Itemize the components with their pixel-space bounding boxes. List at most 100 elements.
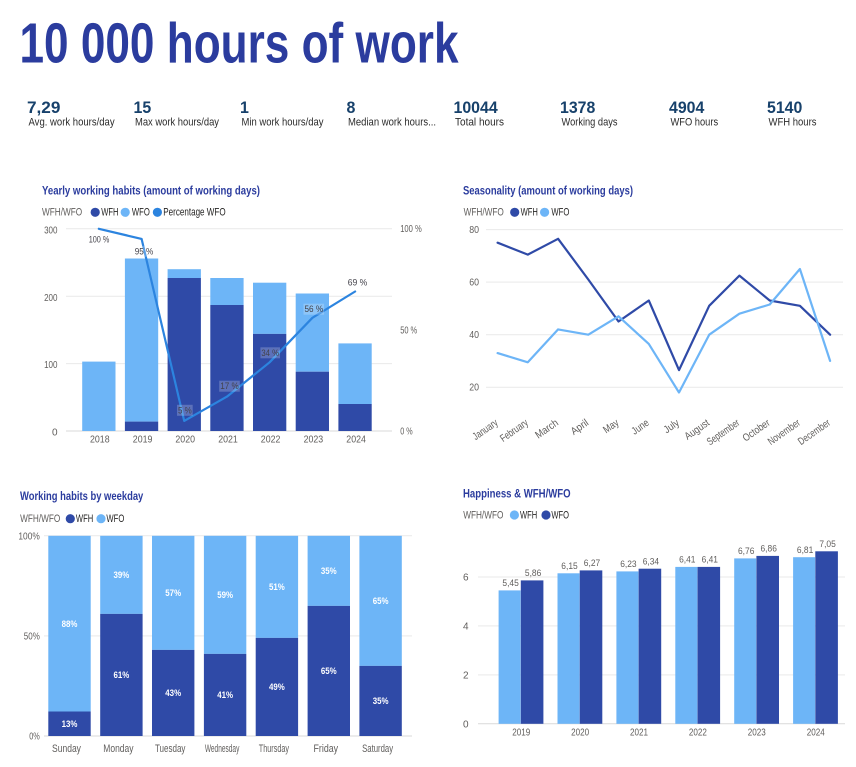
- svg-text:7,05: 7,05: [819, 539, 835, 550]
- svg-text:2019: 2019: [512, 728, 530, 739]
- svg-text:15: 15: [134, 98, 152, 117]
- svg-text:WFO: WFO: [132, 207, 150, 219]
- svg-text:2020: 2020: [175, 435, 195, 446]
- svg-text:17 %: 17 %: [220, 381, 239, 392]
- svg-text:6,86: 6,86: [761, 544, 777, 555]
- svg-text:Max work hours/day: Max work hours/day: [135, 116, 219, 128]
- svg-text:March: March: [533, 417, 561, 442]
- svg-text:100%: 100%: [18, 531, 39, 542]
- svg-text:200: 200: [44, 293, 58, 304]
- svg-text:40: 40: [469, 329, 479, 341]
- svg-text:Min work hours/day: Min work hours/day: [242, 116, 324, 128]
- svg-text:February: February: [498, 417, 531, 445]
- svg-text:WFH: WFH: [76, 513, 93, 525]
- svg-text:WFH/WFO: WFH/WFO: [463, 509, 504, 521]
- svg-text:49%: 49%: [269, 682, 285, 693]
- svg-text:Sunday: Sunday: [52, 743, 81, 755]
- svg-text:6,41: 6,41: [679, 555, 695, 566]
- svg-text:43%: 43%: [165, 688, 181, 699]
- svg-text:95 %: 95 %: [135, 246, 154, 257]
- svg-text:88%: 88%: [62, 619, 78, 630]
- svg-text:41%: 41%: [217, 690, 233, 701]
- svg-text:Happiness & WFH/WFO: Happiness & WFH/WFO: [463, 487, 571, 501]
- svg-text:8: 8: [347, 98, 356, 117]
- svg-text:0: 0: [52, 428, 58, 439]
- svg-text:5,86: 5,86: [525, 568, 541, 579]
- svg-text:61%: 61%: [114, 670, 130, 681]
- svg-text:WFH/WFO: WFH/WFO: [464, 207, 505, 219]
- svg-text:November: November: [766, 417, 803, 448]
- svg-text:2023: 2023: [748, 728, 766, 739]
- svg-text:WFH: WFH: [521, 207, 538, 219]
- svg-text:2018: 2018: [90, 435, 110, 446]
- svg-text:57%: 57%: [165, 588, 181, 599]
- svg-text:7,29: 7,29: [27, 98, 60, 117]
- svg-text:2022: 2022: [261, 435, 281, 446]
- svg-text:50%: 50%: [24, 632, 40, 643]
- svg-text:4: 4: [463, 621, 469, 632]
- svg-text:2023: 2023: [304, 435, 324, 446]
- svg-text:Thursday: Thursday: [259, 743, 290, 755]
- svg-text:Wednesday: Wednesday: [205, 743, 240, 755]
- svg-text:Avg. work hours/day: Avg. work hours/day: [29, 116, 116, 128]
- svg-text:6,23: 6,23: [620, 559, 636, 570]
- svg-text:65%: 65%: [373, 596, 389, 607]
- svg-text:5140: 5140: [767, 98, 802, 117]
- svg-text:2024: 2024: [346, 435, 366, 446]
- svg-text:May: May: [601, 417, 622, 437]
- svg-text:2: 2: [463, 670, 469, 681]
- svg-text:2022: 2022: [689, 728, 707, 739]
- svg-text:April: April: [569, 417, 591, 438]
- svg-text:80: 80: [469, 224, 479, 236]
- svg-text:0: 0: [463, 719, 469, 730]
- svg-text:WFH/WFO: WFH/WFO: [20, 513, 61, 525]
- svg-text:4904: 4904: [669, 98, 705, 117]
- svg-text:10044: 10044: [454, 98, 499, 117]
- svg-text:WFO: WFO: [551, 207, 569, 219]
- svg-text:6,34: 6,34: [643, 557, 659, 568]
- svg-text:100 %: 100 %: [400, 223, 422, 235]
- svg-text:60: 60: [469, 277, 479, 289]
- svg-text:WFO: WFO: [551, 509, 569, 521]
- svg-text:0 %: 0 %: [400, 425, 412, 437]
- svg-text:Total hours: Total hours: [455, 116, 504, 128]
- svg-text:2021: 2021: [218, 435, 238, 446]
- svg-text:WFO hours: WFO hours: [671, 116, 719, 128]
- svg-text:WFH/WFO: WFH/WFO: [42, 207, 83, 219]
- svg-text:July: July: [661, 417, 682, 437]
- svg-text:WFH: WFH: [101, 207, 118, 219]
- svg-text:WFO: WFO: [106, 513, 124, 525]
- svg-text:2019: 2019: [133, 435, 153, 446]
- svg-text:Working habits by weekday: Working habits by weekday: [20, 489, 144, 503]
- svg-text:300: 300: [44, 225, 58, 236]
- svg-text:6,76: 6,76: [738, 546, 754, 557]
- svg-text:1378: 1378: [560, 98, 595, 117]
- svg-text:13%: 13%: [62, 719, 78, 730]
- svg-text:100: 100: [44, 360, 58, 371]
- svg-text:January: January: [471, 417, 501, 443]
- svg-text:Yearly working habits (amount: Yearly working habits (amount of working…: [42, 183, 260, 197]
- svg-text:September: September: [705, 417, 743, 448]
- svg-text:51%: 51%: [269, 582, 285, 593]
- svg-text:35%: 35%: [373, 696, 389, 707]
- svg-text:Tuesday: Tuesday: [155, 743, 186, 755]
- svg-text:Percentage WFO: Percentage WFO: [163, 207, 226, 219]
- svg-text:2021: 2021: [630, 728, 648, 739]
- svg-text:50 %: 50 %: [400, 324, 417, 336]
- svg-text:Seasonality (amount of working: Seasonality (amount of working days): [463, 183, 633, 197]
- svg-text:0%: 0%: [29, 732, 40, 743]
- svg-text:5,45: 5,45: [502, 578, 518, 589]
- svg-text:56 %: 56 %: [305, 304, 324, 315]
- svg-text:Working days: Working days: [562, 116, 618, 128]
- svg-text:WFH hours: WFH hours: [769, 116, 817, 128]
- svg-text:100 %: 100 %: [89, 235, 110, 246]
- svg-text:59%: 59%: [217, 590, 233, 601]
- svg-text:65%: 65%: [321, 666, 337, 677]
- svg-text:69 %: 69 %: [348, 278, 368, 289]
- svg-text:5 %: 5 %: [178, 405, 192, 416]
- svg-text:WFH: WFH: [520, 509, 537, 521]
- svg-text:6,27: 6,27: [584, 558, 600, 569]
- svg-text:20: 20: [469, 382, 479, 394]
- svg-text:6,81: 6,81: [797, 545, 813, 556]
- svg-text:Friday: Friday: [314, 743, 339, 755]
